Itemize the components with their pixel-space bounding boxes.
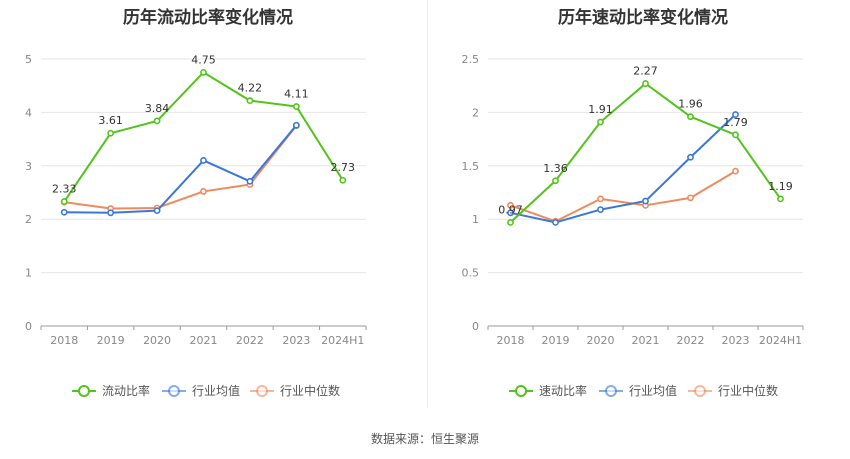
x-tick-label: 2019 — [97, 334, 125, 347]
data-point — [552, 219, 559, 226]
data-point — [153, 117, 161, 125]
y-tick-label: 3 — [25, 160, 32, 173]
legend-label: 行业均值 — [192, 383, 240, 398]
data-point — [687, 194, 694, 202]
data-label: 2.27 — [633, 65, 658, 78]
data-point — [777, 195, 784, 203]
x-tick-label: 2023 — [722, 334, 750, 347]
y-tick-label: 4 — [25, 106, 32, 119]
x-tick-label: 2018 — [50, 334, 78, 347]
data-point — [732, 131, 739, 139]
data-label: 1.19 — [768, 180, 793, 193]
x-tick-label: 2022 — [677, 334, 705, 347]
data-point — [200, 188, 207, 195]
x-tick-label: 2018 — [497, 334, 525, 347]
y-tick-label: 0 — [25, 320, 32, 333]
data-point — [292, 103, 300, 110]
data-point — [246, 97, 254, 105]
x-tick-label: 2022 — [236, 334, 264, 347]
data-label: 1.36 — [543, 162, 568, 175]
y-tick-label: 2 — [25, 213, 32, 226]
legend-label: 速动比率 — [539, 383, 587, 398]
legend-marker — [256, 385, 268, 397]
legend-label: 行业中位数 — [280, 383, 340, 398]
x-tick-label: 2023 — [282, 334, 310, 347]
series-line — [64, 124, 298, 214]
data-label: 3.61 — [98, 114, 123, 127]
x-tick-label: 2020 — [143, 334, 171, 347]
data-label: 1.91 — [588, 103, 613, 116]
data-point — [552, 177, 559, 185]
chart-divider — [427, 0, 428, 408]
legend-label: 行业均值 — [629, 383, 677, 398]
y-tick-label: 0 — [472, 320, 479, 333]
data-point — [339, 176, 347, 184]
data-source: 数据来源：恒生聚源 — [370, 432, 479, 446]
x-tick-label: 2020 — [587, 334, 615, 347]
y-tick-label: 0.5 — [462, 267, 480, 280]
legend-label: 行业中位数 — [718, 383, 778, 398]
data-label: 4.11 — [284, 88, 309, 101]
data-point — [597, 118, 604, 126]
data-point — [687, 113, 694, 121]
x-tick-label: 2021 — [632, 334, 660, 347]
data-label: 4.75 — [191, 53, 216, 66]
data-label: 2.73 — [331, 161, 356, 174]
data-label: 0.97 — [498, 203, 523, 216]
data-point — [687, 153, 694, 161]
series-line — [64, 125, 298, 210]
data-point — [507, 209, 514, 217]
data-point — [153, 207, 161, 215]
y-tick-label: 1 — [25, 267, 32, 280]
data-point — [732, 111, 739, 118]
y-tick-label: 5 — [25, 53, 32, 66]
data-point — [597, 195, 604, 203]
series-line — [510, 113, 737, 224]
y-tick-label: 2.5 — [462, 53, 480, 66]
data-point — [732, 167, 739, 175]
legend-marker — [515, 385, 527, 397]
data-point — [597, 206, 604, 213]
data-label: 2.33 — [52, 183, 77, 196]
legend-marker — [694, 385, 706, 397]
data-point — [107, 209, 115, 217]
data-point — [507, 219, 514, 226]
data-point — [60, 198, 68, 205]
data-label: 1.96 — [678, 98, 703, 111]
x-tick-label: 2024H1 — [759, 334, 802, 347]
data-point — [200, 68, 207, 76]
data-label: 3.84 — [145, 102, 170, 115]
legend-marker — [78, 385, 90, 397]
x-tick-label: 2019 — [542, 334, 570, 347]
data-point — [292, 121, 300, 129]
data-point — [246, 177, 254, 185]
chart-title-quick-ratio: 历年速动比率变化情况 — [558, 8, 728, 28]
data-label: 1.79 — [723, 116, 748, 129]
data-point — [507, 201, 514, 209]
data-label: 4.22 — [238, 82, 263, 95]
y-tick-label: 2 — [472, 106, 479, 119]
x-tick-label: 2021 — [190, 334, 218, 347]
data-point — [642, 197, 649, 205]
chart-title-current-ratio: 历年流动比率变化情况 — [123, 8, 293, 28]
legend-label: 流动比率 — [102, 383, 150, 398]
series-line — [510, 170, 737, 223]
data-point — [200, 157, 207, 164]
data-point — [642, 80, 649, 87]
data-point — [60, 208, 68, 216]
y-tick-label: 1.5 — [462, 160, 480, 173]
legend-marker — [168, 385, 180, 397]
legend-marker — [605, 385, 617, 397]
y-tick-label: 1 — [472, 213, 479, 226]
data-point — [107, 129, 115, 137]
x-tick-label: 2024H1 — [321, 334, 364, 347]
